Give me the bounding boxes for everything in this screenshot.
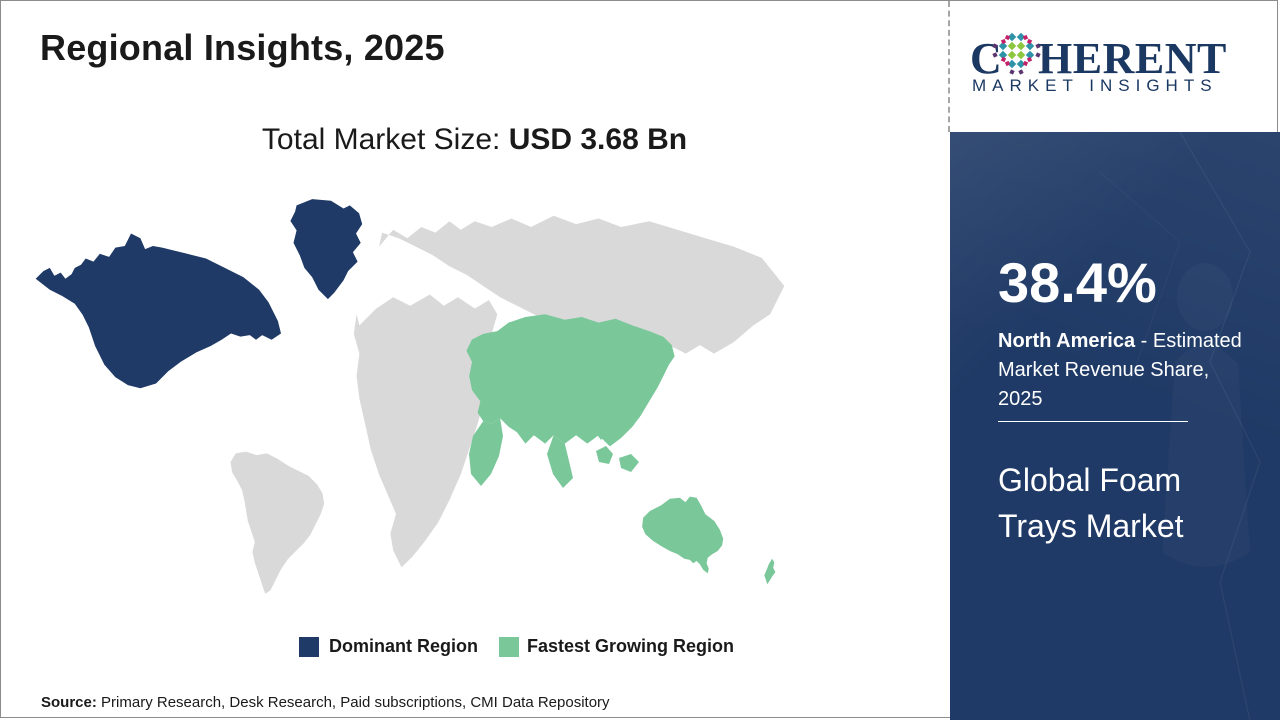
svg-text:MARKET INSIGHTS: MARKET INSIGHTS (972, 76, 1218, 95)
